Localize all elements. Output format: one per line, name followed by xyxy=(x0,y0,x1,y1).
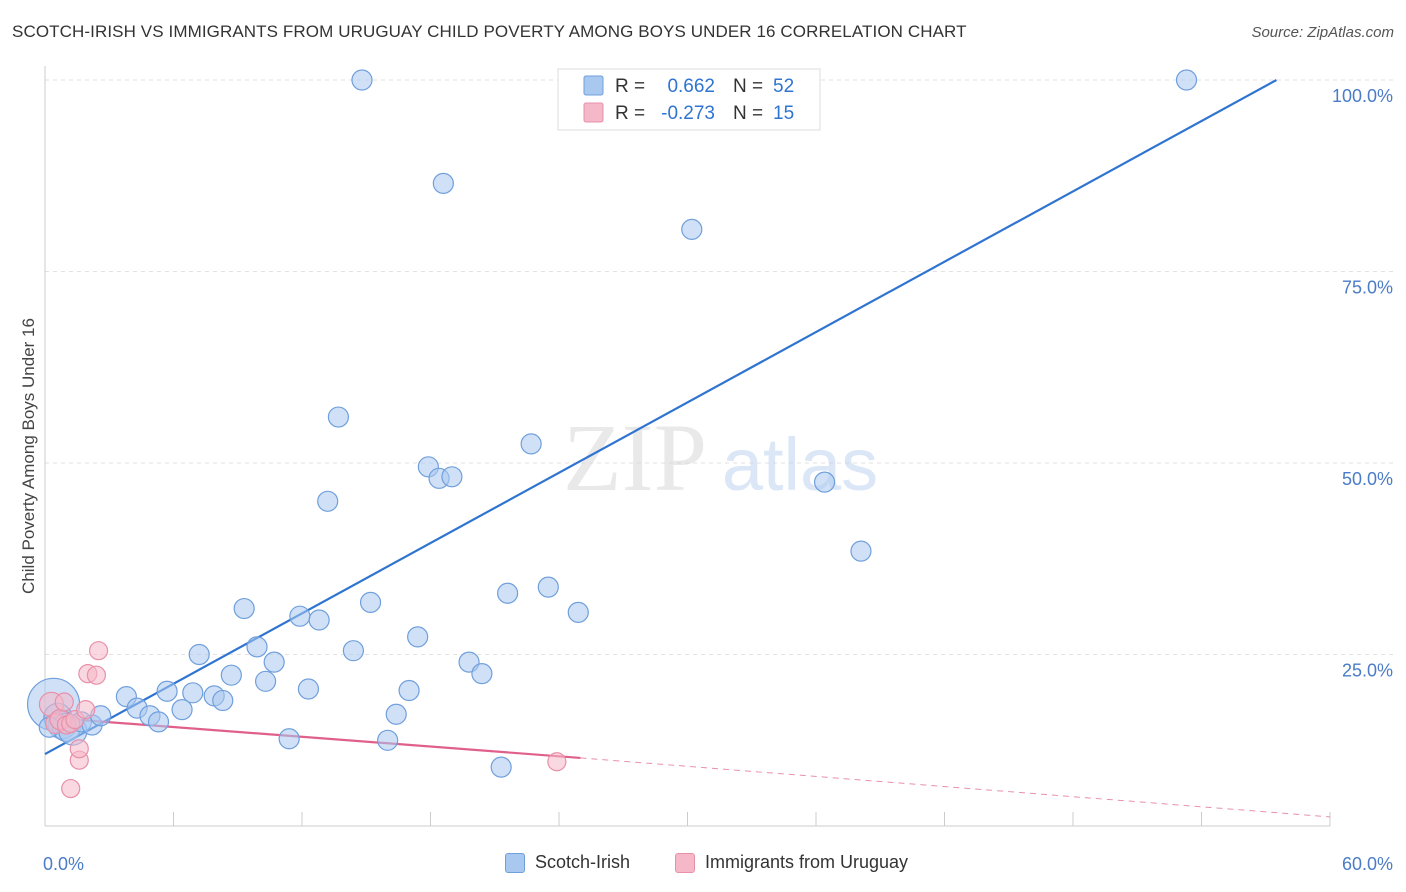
point-scotch-irish xyxy=(471,663,493,685)
legend-label-uruguay: Immigrants from Uruguay xyxy=(705,852,909,872)
watermark-atlas: atlas xyxy=(722,423,878,506)
watermark: ZIP atlas xyxy=(563,404,878,511)
y-tick-label: 75.0% xyxy=(1342,278,1393,298)
point-uruguay xyxy=(61,778,81,799)
y-axis-label: Child Poverty Among Boys Under 16 xyxy=(19,318,38,594)
point-scotch-irish xyxy=(342,640,364,662)
point-scotch-irish xyxy=(171,699,193,721)
point-scotch-irish xyxy=(497,582,519,604)
source-credit: Source: ZipAtlas.com xyxy=(1251,24,1394,41)
point-uruguay xyxy=(88,641,109,661)
point-uruguay xyxy=(69,739,89,759)
point-scotch-irish xyxy=(156,680,178,702)
legend-swatch-scotch-irish xyxy=(505,852,525,873)
point-scotch-irish xyxy=(220,664,242,686)
trend-line-uruguay-extension xyxy=(580,757,1331,818)
y-tick-label: 100.0% xyxy=(1332,86,1393,106)
y-tick-label: 50.0% xyxy=(1342,469,1393,489)
point-scotch-irish xyxy=(289,605,311,627)
point-scotch-irish xyxy=(398,679,420,702)
legend-r-label: R = xyxy=(615,103,645,124)
point-scotch-irish xyxy=(432,172,454,195)
point-scotch-irish xyxy=(359,591,382,614)
point-scotch-irish xyxy=(278,728,300,750)
point-scotch-irish xyxy=(308,609,330,631)
data-points xyxy=(26,69,1198,799)
chart-title: SCOTCH-IRISH VS IMMIGRANTS FROM URUGUAY … xyxy=(12,22,967,41)
point-scotch-irish xyxy=(317,490,339,512)
point-uruguay xyxy=(86,665,107,685)
legend-n-label: N = xyxy=(733,76,763,97)
y-tick-label: 25.0% xyxy=(1342,661,1393,681)
point-scotch-irish xyxy=(681,218,703,240)
point-scotch-irish xyxy=(385,703,407,725)
x-tick-label: 60.0% xyxy=(1342,854,1393,874)
legend-n-value: 15 xyxy=(773,103,794,124)
point-uruguay xyxy=(54,692,74,712)
point-scotch-irish xyxy=(188,643,210,666)
trend-line-scotch-irish xyxy=(44,79,1277,756)
x-tick-label: 0.0% xyxy=(43,854,84,874)
point-scotch-irish xyxy=(233,597,255,620)
point-scotch-irish xyxy=(147,711,170,733)
x-tick-labels: 0.0% 60.0% xyxy=(43,854,1393,874)
point-scotch-irish xyxy=(263,651,285,673)
legend-n-label: N = xyxy=(733,103,763,124)
point-scotch-irish xyxy=(327,406,350,428)
point-scotch-irish xyxy=(407,626,429,648)
point-scotch-irish xyxy=(254,670,277,692)
point-scotch-irish xyxy=(567,601,589,623)
point-scotch-irish xyxy=(297,678,320,700)
point-scotch-irish xyxy=(351,69,373,91)
point-scotch-irish xyxy=(520,433,542,455)
point-scotch-irish xyxy=(490,756,512,778)
legend-r-label: R = xyxy=(615,76,645,97)
legend-n-value: 52 xyxy=(773,76,794,97)
point-scotch-irish xyxy=(182,682,204,704)
legend-swatch-uruguay xyxy=(583,102,604,123)
point-scotch-irish xyxy=(537,576,559,598)
legend-item-scotch-irish: Scotch-Irish xyxy=(505,852,630,873)
legend-r-value: -0.273 xyxy=(661,103,715,124)
legend-label-scotch-irish: Scotch-Irish xyxy=(535,852,631,872)
point-scotch-irish xyxy=(246,636,268,658)
point-uruguay xyxy=(547,752,567,772)
point-scotch-irish xyxy=(1175,69,1198,91)
point-scotch-irish xyxy=(850,540,872,562)
legend-top: R = 0.662 N = 52 R = -0.273 N = 15 xyxy=(557,68,821,131)
legend-item-uruguay: Immigrants from Uruguay xyxy=(675,852,908,873)
legend-swatch-scotch-irish xyxy=(583,75,604,96)
legend-r-value: 0.662 xyxy=(667,76,715,97)
point-uruguay xyxy=(76,700,96,720)
point-scotch-irish xyxy=(813,471,836,493)
point-scotch-irish xyxy=(377,729,399,751)
legend-swatch-uruguay xyxy=(675,852,695,873)
point-scotch-irish xyxy=(212,689,234,712)
point-scotch-irish xyxy=(441,466,463,488)
grid-lines xyxy=(45,79,1395,655)
legend-bottom: Scotch-Irish Immigrants from Uruguay xyxy=(0,852,1406,876)
trend-line-uruguay xyxy=(44,716,581,760)
y-tick-labels: 25.0% 50.0% 75.0% 100.0% xyxy=(1332,86,1393,681)
